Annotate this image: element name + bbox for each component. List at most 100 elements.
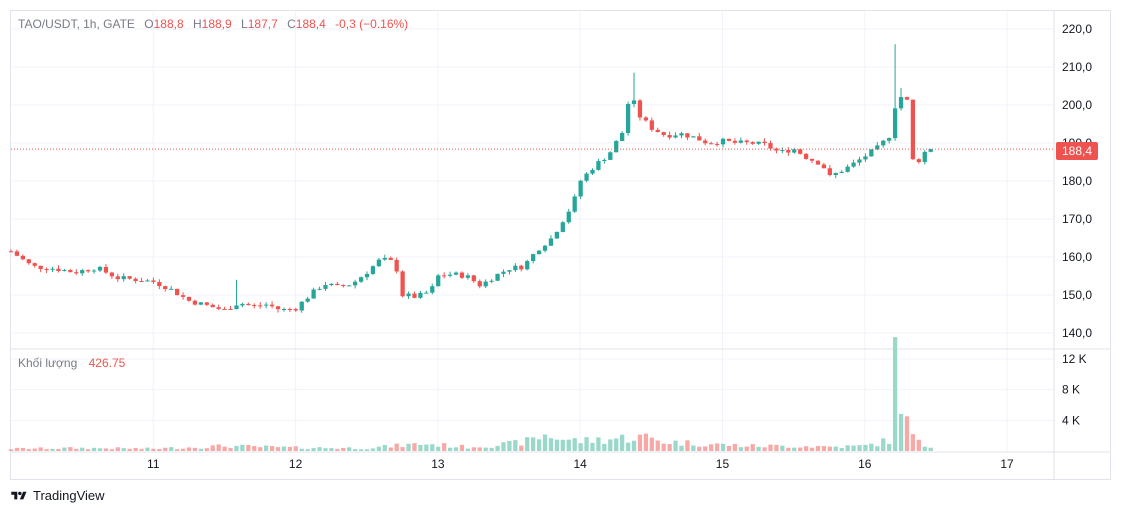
price-tick-label: 210,0 [1062, 60, 1092, 74]
candle-body [293, 309, 298, 311]
volume-bar [347, 447, 352, 451]
open-value: 188,8 [153, 17, 184, 31]
volume-bar [792, 447, 797, 451]
volume-bar [50, 448, 55, 451]
candle-body [228, 308, 233, 310]
candle-body [732, 140, 738, 143]
volume-bar [269, 446, 275, 451]
candle-body [246, 303, 251, 306]
volume-bar [68, 447, 73, 451]
chart-frame[interactable] [10, 10, 1111, 480]
candle-body [928, 149, 933, 152]
candle-body [8, 251, 14, 253]
volume-bar [14, 447, 20, 451]
volume-bar [329, 448, 334, 451]
candle-body [109, 272, 115, 277]
volume-bar [258, 447, 263, 451]
candle-body [768, 143, 773, 149]
volume-bar [922, 446, 927, 451]
volume-bar [299, 448, 304, 451]
volume-bar [228, 448, 233, 451]
candle-body [477, 281, 482, 287]
candle-body [465, 275, 471, 278]
volume-bar [542, 434, 548, 451]
grid [11, 11, 1110, 479]
volume-bar [192, 447, 198, 451]
candle-body [305, 298, 310, 302]
candle-body [234, 305, 239, 310]
volume-bar [643, 433, 649, 451]
candle-body [542, 245, 548, 251]
candle-body [792, 149, 797, 153]
candle-body [560, 222, 565, 232]
candle-body [26, 259, 31, 264]
volume-bar [246, 444, 251, 451]
volume-label[interactable]: Khối lượng [18, 356, 78, 370]
candle-body [845, 166, 850, 172]
candle-body [151, 280, 156, 282]
symbol-label[interactable]: TAO/USDT, 1h, GATE [18, 17, 135, 31]
volume-bar [578, 443, 583, 451]
candle-body [691, 136, 696, 138]
candle-body [608, 152, 613, 160]
candle-body [887, 138, 892, 141]
volume-bar [447, 447, 453, 451]
volume-bar [531, 437, 536, 451]
candle-body [679, 133, 684, 136]
volume-bar [483, 447, 488, 451]
candle-body [180, 295, 186, 297]
high-key: H [192, 17, 202, 31]
volume-bar [465, 448, 471, 451]
candle-body [157, 281, 162, 287]
volume-bar [709, 444, 714, 451]
volume-bar [145, 447, 150, 451]
brand-name: TradingView [33, 488, 105, 503]
candle-body [222, 308, 227, 310]
volume-bar [323, 448, 328, 451]
volume-bar [38, 447, 43, 451]
low-key: L [241, 17, 248, 31]
candle-body [388, 257, 393, 260]
volume-bar [80, 447, 85, 451]
volume-bar [881, 438, 886, 451]
candle-body [287, 309, 293, 311]
volume-bar [661, 443, 666, 451]
candle-body [803, 153, 809, 159]
tradingview-brand[interactable]: TradingView [10, 488, 105, 503]
volume-bar [928, 447, 933, 451]
candle-body [614, 141, 619, 153]
volume-bar [234, 445, 239, 451]
volume-bar [863, 444, 868, 451]
candle-body [756, 141, 761, 144]
volume-bar [649, 437, 654, 451]
volume-bar [614, 438, 619, 451]
volume-bar [91, 447, 97, 451]
volume-bar [631, 440, 637, 451]
change-value: -0,3 (−0.16%) [335, 17, 409, 31]
candle-body [192, 300, 198, 305]
volume-bar [453, 447, 459, 451]
candle-body [501, 271, 506, 274]
volume-bar [892, 337, 898, 451]
volume-bar [495, 445, 500, 451]
volume-bar [809, 447, 815, 451]
volume-bar [833, 446, 838, 451]
volume-tick-label: 8 K [1062, 383, 1080, 397]
candle-body [364, 273, 370, 278]
volume-bar [471, 447, 476, 451]
volume-bar [667, 444, 672, 451]
candle-body [762, 141, 767, 144]
candle-body [317, 288, 322, 290]
volume-bar [566, 439, 571, 451]
volume-legend: Khối lượng 426.75 [18, 356, 125, 370]
candle-body [382, 257, 387, 260]
candle-body [400, 271, 405, 297]
candle-body [376, 259, 382, 267]
price-tick-label: 140,0 [1062, 326, 1092, 340]
candle-body [590, 169, 595, 174]
volume-bar [459, 444, 465, 451]
volume-bar [186, 447, 192, 451]
volume-bar [720, 443, 726, 451]
volume-bar [8, 449, 14, 451]
